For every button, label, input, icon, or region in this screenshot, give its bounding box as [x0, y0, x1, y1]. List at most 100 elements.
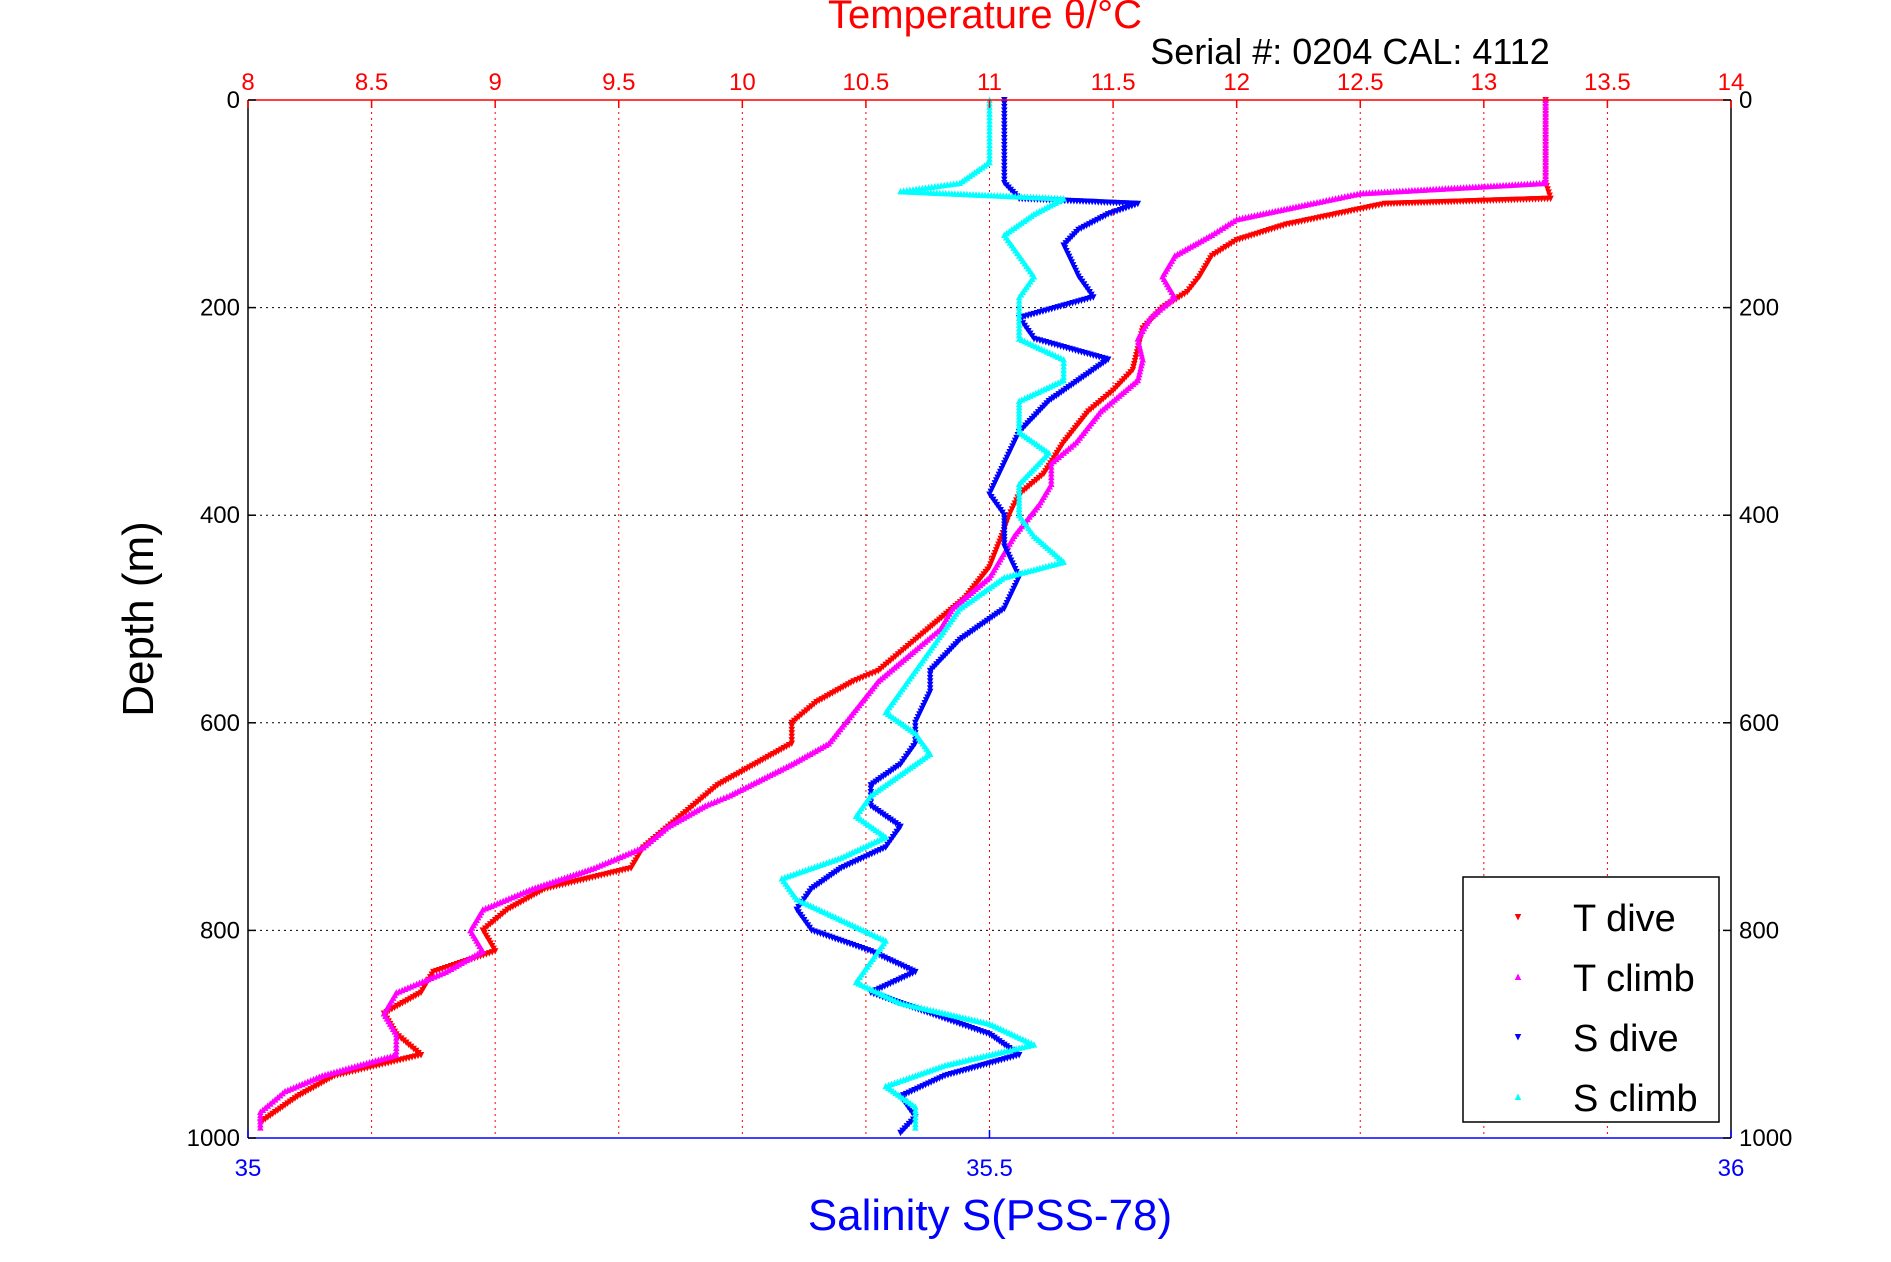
data-point	[788, 723, 796, 730]
serial-annotation: Serial #: 0204 CAL: 4112	[1150, 31, 1550, 72]
top-tick-label: 8	[241, 69, 254, 96]
data-point	[1001, 524, 1008, 532]
data-point	[788, 726, 796, 734]
data-point	[1001, 114, 1008, 121]
y-axis-ticks: 0 0 200 200 400 400 600 600 800 800 1000 1000	[187, 87, 1793, 1152]
data-point	[926, 667, 934, 675]
legend-box	[1462, 876, 1720, 1123]
y-tick-label-left: 200	[200, 295, 240, 322]
data-point	[1001, 173, 1008, 180]
data-point	[1001, 100, 1008, 107]
bottom-axis-ticks: 35 35.5 36	[235, 1130, 1745, 1182]
top-tick-label: 11	[977, 69, 1002, 96]
data-point	[1001, 515, 1008, 522]
data-point	[926, 685, 934, 692]
data-point	[1001, 141, 1008, 149]
data-point	[726, 791, 734, 799]
data-point	[926, 678, 934, 685]
data-point	[1544, 186, 1551, 193]
data-point	[1001, 128, 1008, 135]
data-point	[926, 681, 934, 689]
legend-marker	[1514, 973, 1522, 980]
y-tick-label-right: 0	[1739, 87, 1752, 114]
data-point	[714, 797, 721, 804]
legend-marker	[1514, 1093, 1522, 1100]
data-point	[788, 719, 796, 727]
top-tick-label: 8.5	[355, 69, 388, 96]
data-point	[926, 674, 934, 682]
top-tick-label: 12.5	[1337, 69, 1384, 96]
series-s-dive	[793, 97, 1142, 1137]
data-point	[1546, 192, 1553, 199]
data-point	[708, 799, 715, 807]
data-point	[1545, 189, 1552, 196]
data-point	[1001, 530, 1008, 538]
legend-label: T climb	[1573, 958, 1695, 1000]
data-point	[912, 723, 919, 730]
y-tick-label-left: 400	[200, 502, 240, 529]
data-point	[1001, 135, 1008, 142]
data-point	[1001, 107, 1008, 114]
top-tick-label: 11.5	[1091, 69, 1136, 96]
data-point	[1001, 512, 1008, 519]
data-point	[1001, 138, 1008, 146]
legend-item: S climb	[1514, 1078, 1698, 1120]
data-point	[1001, 540, 1008, 547]
data-point	[1001, 117, 1008, 125]
data-point	[1001, 145, 1008, 152]
data-point	[1001, 159, 1008, 166]
legend-item: T dive	[1514, 898, 1676, 940]
y-tick-label-left: 800	[200, 917, 240, 944]
data-point	[705, 801, 712, 808]
data-point	[1001, 103, 1008, 111]
series-layer	[257, 96, 1554, 1137]
top-tick-label: 9.5	[602, 69, 635, 96]
legend-items: T dive T climb S dive S climb	[1514, 898, 1698, 1120]
data-point	[1001, 124, 1008, 132]
data-point	[788, 737, 796, 744]
top-tick-label: 12	[1223, 69, 1250, 96]
y-tick-label-left: 0	[227, 87, 240, 114]
data-point	[867, 785, 875, 793]
legend-label: S climb	[1573, 1078, 1698, 1120]
data-point	[1001, 169, 1008, 177]
bottom-tick-label: 35.5	[966, 1155, 1013, 1182]
bottom-axis-label: Salinity S(PSS-78)	[808, 1191, 1172, 1240]
top-tick-label: 13	[1470, 69, 1497, 96]
data-point	[912, 1124, 919, 1131]
data-point	[1001, 166, 1008, 173]
legend-label: T dive	[1573, 898, 1676, 940]
data-point	[1001, 148, 1008, 156]
y-tick-label-left: 600	[200, 710, 240, 737]
y-tick-label-right: 600	[1739, 710, 1779, 737]
data-point	[912, 719, 919, 727]
legend: T dive T climb S dive S climb	[1462, 876, 1720, 1123]
data-point	[720, 794, 728, 802]
data-point	[1001, 176, 1008, 184]
data-point	[711, 798, 718, 805]
series-t-climb	[257, 96, 1549, 1131]
y-axis-label: Depth (m)	[114, 521, 163, 717]
data-point	[257, 1124, 264, 1131]
data-point	[1001, 155, 1008, 163]
data-point	[1001, 131, 1008, 139]
data-point	[788, 733, 796, 741]
y-tick-label-right: 800	[1739, 917, 1779, 944]
bottom-tick-label: 36	[1718, 1155, 1745, 1182]
top-axis-label: Temperature θ/°C	[828, 0, 1142, 37]
bottom-tick-label: 35	[235, 1155, 262, 1182]
top-axis-ticks: 8 8.5 9 9.5 10 10.5 11 11.5 12 12.5 13 13.5 14	[241, 69, 1744, 108]
top-tick-label: 9	[488, 69, 501, 96]
data-point	[1001, 537, 1008, 544]
data-point	[1001, 152, 1008, 159]
top-tick-label: 10.5	[843, 69, 890, 96]
data-point	[1001, 162, 1008, 170]
data-point	[1001, 518, 1008, 525]
data-point	[723, 793, 731, 800]
data-point	[1001, 521, 1008, 529]
data-point	[1001, 527, 1008, 535]
data-point	[1001, 533, 1008, 541]
data-point	[926, 671, 934, 678]
legend-marker	[1514, 1034, 1522, 1041]
